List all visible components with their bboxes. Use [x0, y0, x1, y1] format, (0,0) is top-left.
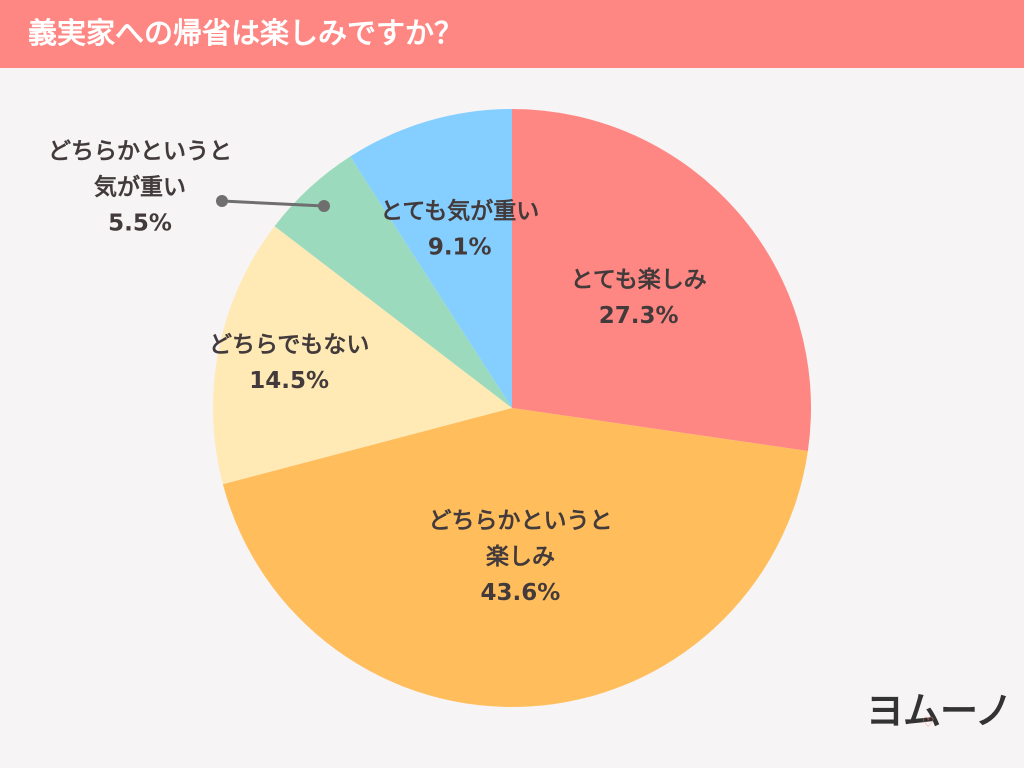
pie-slice: [512, 109, 811, 452]
slice-category-label: どちらでもない: [209, 332, 369, 358]
callout-dot: [318, 200, 330, 212]
header-banner: 義実家への帰省は楽しみですか？: [0, 0, 1024, 68]
brand-logo: ヨムーノ ♡: [866, 689, 1013, 743]
slice-category-label: とても楽しみ: [571, 266, 707, 293]
pie-slice: [274, 156, 512, 408]
callout-lines: [216, 195, 330, 212]
pie-slice: [213, 226, 513, 485]
slice-category-label: とても気が重い: [380, 198, 539, 225]
logo-heart-icon: ♡: [922, 715, 935, 731]
pie-slice: [350, 109, 512, 408]
slice-value-label: 43.6%: [481, 580, 561, 606]
slice-labels: とても楽しみ27.3%どちらかというと楽しみ43.6%どちらでもない14.5%ど…: [48, 139, 707, 606]
slice-category-label: どちらかというと: [428, 508, 612, 534]
slice-category-label: どちらかというと: [48, 139, 232, 165]
pie-slices: [213, 109, 811, 707]
callout-line: [221, 199, 325, 208]
callout-dot: [216, 195, 228, 207]
slice-value-label: 5.5%: [108, 211, 172, 237]
logo-text: ヨムーノ: [866, 689, 1013, 733]
slice-value-label: 14.5%: [249, 368, 329, 394]
slice-value-label: 27.3%: [599, 303, 679, 329]
slice-value-label: 9.1%: [428, 235, 492, 261]
pie-slice: [222, 408, 808, 707]
slice-category-label: 気が重い: [94, 174, 186, 201]
slice-category-label: 楽しみ: [486, 543, 555, 570]
chart-title: 義実家への帰省は楽しみですか？: [28, 16, 464, 50]
